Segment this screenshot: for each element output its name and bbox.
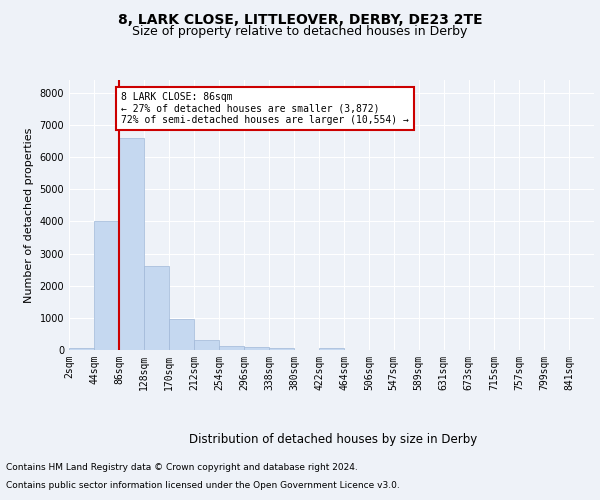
Bar: [244, 347, 269, 350]
Text: Distribution of detached houses by size in Derby: Distribution of detached houses by size …: [189, 432, 477, 446]
Text: Size of property relative to detached houses in Derby: Size of property relative to detached ho…: [133, 25, 467, 38]
Bar: [194, 340, 219, 350]
Text: Contains public sector information licensed under the Open Government Licence v3: Contains public sector information licen…: [6, 481, 400, 490]
Bar: [94, 222, 119, 350]
Bar: [144, 266, 169, 350]
Bar: [169, 320, 194, 350]
Text: 8, LARK CLOSE, LITTLEOVER, DERBY, DE23 2TE: 8, LARK CLOSE, LITTLEOVER, DERBY, DE23 2…: [118, 12, 482, 26]
Bar: [69, 348, 94, 350]
Bar: [319, 348, 344, 350]
Bar: [219, 346, 244, 350]
Y-axis label: Number of detached properties: Number of detached properties: [24, 128, 34, 302]
Bar: [119, 138, 144, 350]
Text: 8 LARK CLOSE: 86sqm
← 27% of detached houses are smaller (3,872)
72% of semi-det: 8 LARK CLOSE: 86sqm ← 27% of detached ho…: [121, 92, 409, 126]
Bar: [269, 348, 294, 350]
Text: Contains HM Land Registry data © Crown copyright and database right 2024.: Contains HM Land Registry data © Crown c…: [6, 464, 358, 472]
